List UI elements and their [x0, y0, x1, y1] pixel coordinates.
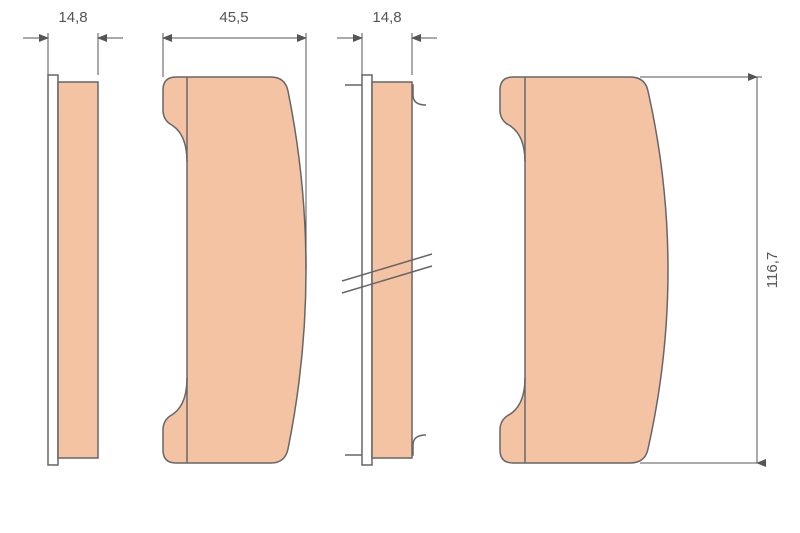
pad-sideview-2 [342, 75, 432, 465]
friction-material-1 [58, 82, 98, 458]
dimension-d3: 14,8 [337, 9, 437, 75]
backing-plate-2 [362, 75, 372, 465]
brake-pad-tech-drawing: 14,8 45,5 14,8 116,7 [0, 0, 800, 533]
backing-plate-1 [48, 75, 58, 465]
dim-d2-label: 45,5 [219, 9, 248, 26]
dim-d3-label: 14,8 [372, 9, 401, 26]
dim-d1-label: 14,8 [58, 9, 87, 26]
dim-height-label: 116,7 [764, 252, 781, 288]
pad-frontview-2 [500, 77, 668, 463]
pad-front-1 [163, 77, 306, 463]
dimension-d1: 14,8 [23, 9, 123, 75]
pad-frontview-1 [163, 77, 306, 463]
pad-sideview-1 [48, 75, 98, 465]
